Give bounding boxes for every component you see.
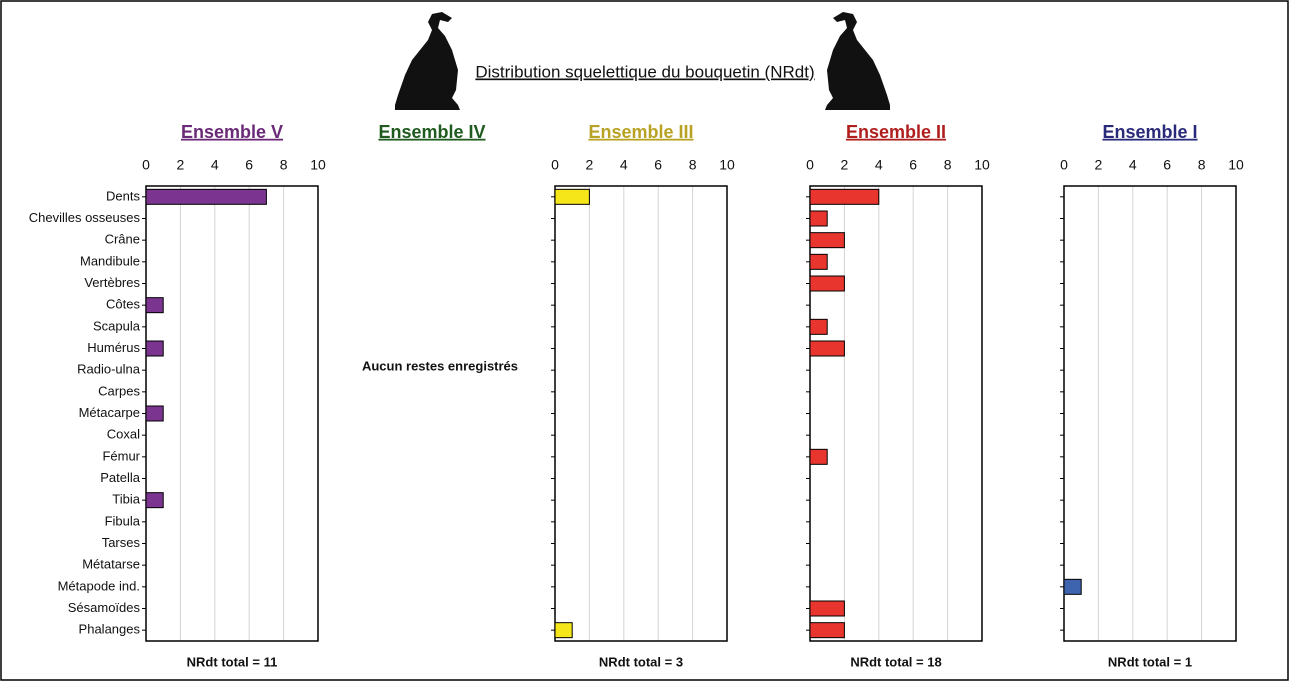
category-label: Crâne (105, 232, 140, 247)
x-tick-label: 6 (909, 157, 917, 173)
bar (145, 188, 267, 205)
category-label: Humérus (87, 340, 140, 355)
x-tick-label: 2 (177, 157, 185, 173)
category-label: Scapula (93, 318, 141, 333)
category-label: Métatarse (82, 557, 140, 572)
plot-border (809, 185, 983, 642)
category-label: Tarses (102, 535, 141, 550)
x-tick-label: 0 (1060, 157, 1068, 173)
x-tick-label: 2 (841, 157, 849, 173)
panel-title: Ensemble I (1102, 122, 1197, 142)
total-note: NRdt total = 18 (850, 654, 941, 669)
total-note: NRdt total = 3 (599, 654, 683, 669)
x-tick-label: 2 (586, 157, 594, 173)
category-label: Côtes (106, 297, 140, 312)
bar (554, 622, 573, 639)
bar (809, 600, 845, 617)
category-label: Vertèbres (84, 275, 140, 290)
x-tick-label: 0 (142, 157, 150, 173)
category-label: Patella (100, 470, 141, 485)
plot-border (1063, 185, 1237, 642)
bar (1063, 578, 1082, 595)
x-tick-label: 8 (280, 157, 288, 173)
total-note: NRdt total = 11 (187, 654, 278, 669)
bar (145, 405, 164, 422)
category-label: Coxal (107, 427, 140, 442)
bar (145, 492, 164, 509)
x-tick-label: 6 (245, 157, 253, 173)
bar (554, 188, 590, 205)
x-tick-label: 10 (719, 157, 735, 173)
ibex-icon-right (825, 12, 890, 110)
x-tick-label: 2 (1095, 157, 1103, 173)
panel-title: Ensemble IV (378, 122, 485, 142)
category-label: Dents (106, 188, 140, 203)
x-tick-label: 0 (806, 157, 814, 173)
bar (809, 253, 828, 270)
x-tick-label: 8 (944, 157, 952, 173)
bar (809, 275, 845, 292)
x-tick-label: 4 (620, 157, 628, 173)
category-label: Sésamoïdes (68, 600, 141, 615)
category-label: Carpes (98, 383, 140, 398)
bar (809, 622, 845, 639)
panel-title: Ensemble II (846, 122, 946, 142)
bar (809, 232, 845, 249)
bar (809, 340, 845, 357)
panel-title: Ensemble III (588, 122, 693, 142)
x-tick-label: 10 (1228, 157, 1244, 173)
bar (809, 318, 828, 335)
category-label: Radio-ulna (77, 362, 141, 377)
bar (145, 340, 164, 357)
main-title: Distribution squelettique du bouquetin (… (475, 62, 814, 81)
bar (809, 210, 828, 227)
category-label: Chevilles osseuses (29, 210, 141, 225)
x-tick-label: 8 (1198, 157, 1206, 173)
plot-border (554, 185, 728, 642)
category-label: Fémur (102, 448, 140, 463)
category-label: Fibula (105, 513, 141, 528)
x-tick-label: 4 (875, 157, 883, 173)
x-tick-label: 6 (654, 157, 662, 173)
x-tick-label: 10 (310, 157, 326, 173)
x-tick-label: 10 (974, 157, 990, 173)
x-tick-label: 4 (1129, 157, 1137, 173)
total-note: NRdt total = 1 (1108, 654, 1192, 669)
bar (809, 448, 828, 465)
plot-border (145, 185, 319, 642)
x-tick-label: 8 (689, 157, 697, 173)
category-label: Phalanges (79, 622, 141, 637)
ibex-icon-left (395, 12, 460, 110)
category-label: Métapode ind. (58, 578, 140, 593)
annotation: Aucun restes enregistrés (362, 358, 518, 373)
x-tick-label: 4 (211, 157, 219, 173)
category-label: Mandibule (80, 253, 140, 268)
category-label: Tibia (112, 492, 140, 507)
panel-title: Ensemble V (181, 122, 283, 142)
x-tick-label: 6 (1163, 157, 1171, 173)
bar (145, 297, 164, 314)
x-tick-label: 0 (551, 157, 559, 173)
category-label: Métacarpe (79, 405, 140, 420)
bar (809, 188, 880, 205)
